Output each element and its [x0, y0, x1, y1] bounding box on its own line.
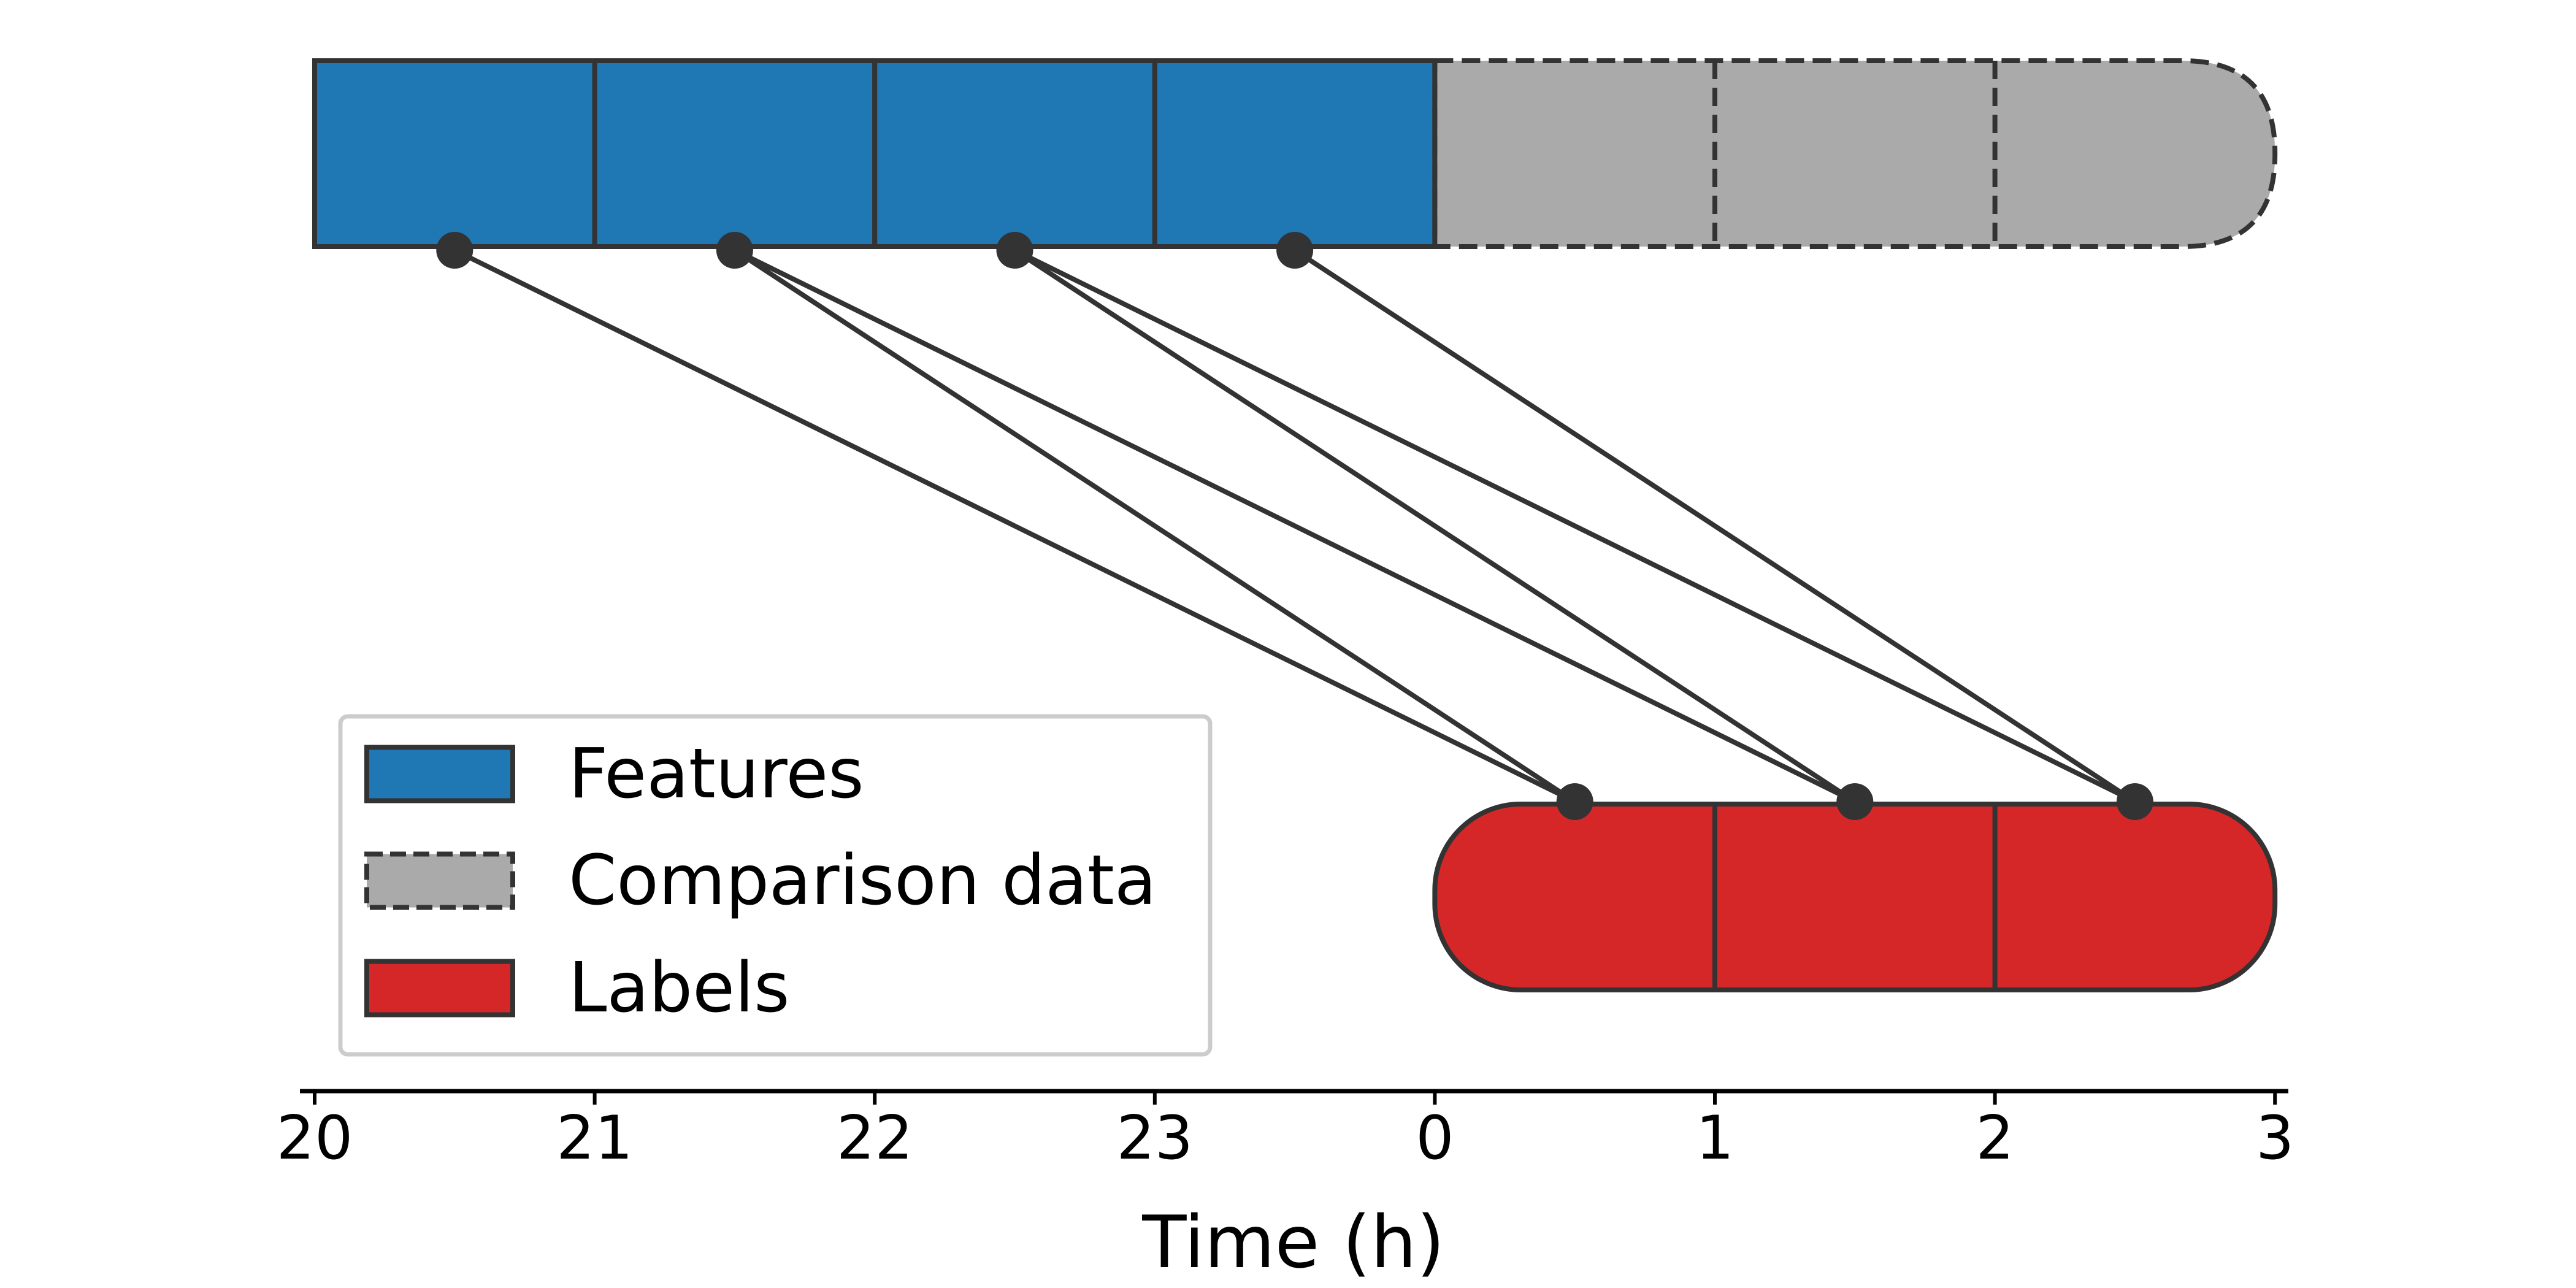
window-rows [312, 58, 2278, 992]
connection-lines [452, 248, 2137, 804]
feature-point [1276, 232, 1314, 269]
x-tick-label: 0 [1416, 1103, 1454, 1173]
feature-point [716, 232, 753, 269]
x-tick-label: 2 [1976, 1103, 2014, 1173]
feature-point [436, 232, 473, 269]
legend-swatch [364, 745, 515, 803]
connection-line [1292, 248, 2137, 804]
connection-line [732, 248, 1577, 804]
label-point [1836, 783, 1874, 820]
x-tick-label: 21 [556, 1103, 633, 1173]
x-tick-label: 23 [1116, 1103, 1193, 1173]
x-tick-label: 1 [1696, 1103, 1734, 1173]
x-tick-label: 20 [277, 1103, 353, 1173]
features-cell [872, 58, 1157, 249]
features-cell [1152, 58, 1438, 249]
comparison-block [1432, 58, 2278, 249]
x-tick-label: 22 [837, 1103, 913, 1173]
label-point [1556, 783, 1593, 820]
features-cell [592, 58, 878, 249]
x-axis-label: Time (h) [1141, 1200, 1444, 1284]
legend-label: Labels [569, 948, 790, 1028]
connection-line [1012, 248, 2137, 804]
legend-label: Features [569, 734, 864, 814]
legend-swatch [364, 851, 515, 910]
connection-points [436, 232, 2153, 820]
legend-frame [338, 714, 1213, 1057]
feature-point [996, 232, 1033, 269]
label-point [2116, 783, 2153, 820]
legend-swatch [364, 959, 515, 1018]
connection-line [732, 248, 1858, 804]
connection-line [452, 248, 1577, 804]
x-tick-label: 3 [2256, 1103, 2294, 1173]
time-axis: 20 21 22 23 0 1 2 3 [277, 1089, 2294, 1173]
legend: Features Comparison data Labels [338, 714, 1213, 1057]
features-cell [312, 58, 597, 249]
labels-block [1432, 802, 2278, 992]
connection-line [1012, 248, 1858, 804]
legend-label: Comparison data [569, 841, 1156, 921]
